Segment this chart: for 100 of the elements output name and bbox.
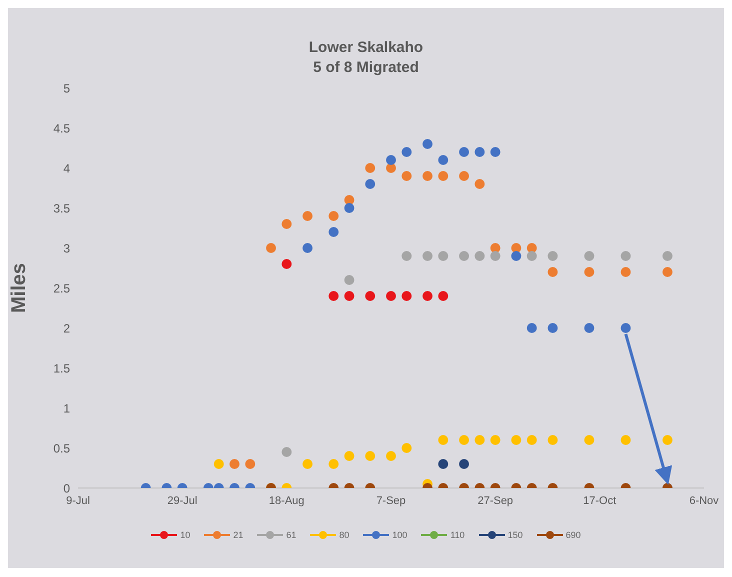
point	[662, 267, 672, 277]
point	[548, 323, 558, 333]
legend-label: 10	[180, 530, 190, 540]
point	[422, 291, 433, 301]
point	[459, 251, 470, 261]
point	[584, 267, 594, 277]
point	[438, 251, 448, 261]
point	[266, 243, 276, 253]
point	[245, 459, 256, 469]
legend-label: 100	[392, 530, 408, 540]
legend-label: 21	[233, 530, 244, 540]
point	[474, 147, 485, 157]
point	[438, 435, 448, 445]
y-tick-label: 5	[63, 81, 70, 96]
x-tick-label: 29-Jul	[167, 494, 198, 507]
y-axis-title: Miles	[8, 262, 30, 314]
point	[386, 451, 396, 461]
point	[474, 251, 485, 261]
y-tick-label: 2	[63, 321, 70, 336]
point	[459, 435, 470, 445]
point	[282, 219, 292, 229]
legend-label: 690	[566, 530, 581, 540]
point	[422, 251, 433, 261]
point	[402, 147, 412, 157]
point	[302, 243, 313, 253]
point	[386, 155, 396, 165]
point	[662, 435, 672, 445]
point	[662, 251, 672, 261]
point	[548, 435, 558, 445]
point	[328, 211, 339, 221]
point	[344, 275, 354, 285]
x-tick-label: 9-Jul	[66, 494, 90, 507]
point	[459, 459, 470, 469]
y-tick-label: 0	[63, 481, 70, 496]
point	[214, 459, 224, 469]
y-tick-label: 4	[63, 161, 70, 176]
point	[490, 435, 500, 445]
point	[490, 147, 500, 157]
point	[365, 451, 376, 461]
point	[584, 435, 594, 445]
chart-subtitle: 5 of 8 Migrated	[312, 58, 420, 78]
y-tick-label: 2.5	[53, 281, 70, 296]
point	[438, 291, 448, 301]
point	[402, 291, 412, 301]
point	[365, 163, 376, 173]
point	[620, 267, 631, 277]
x-tick-label: 27-Sep	[478, 494, 514, 507]
point	[230, 459, 240, 469]
point	[620, 435, 631, 445]
point	[438, 171, 448, 181]
point	[328, 459, 339, 469]
point	[459, 171, 470, 181]
y-tick-label: 0.5	[53, 441, 70, 456]
point	[438, 459, 448, 469]
point	[474, 435, 485, 445]
chart-title: Lower Skalkaho	[308, 38, 424, 58]
point	[402, 443, 412, 453]
point	[402, 171, 412, 181]
point	[386, 291, 396, 301]
x-tick-label: 7-Sep	[376, 494, 406, 507]
point	[422, 171, 433, 181]
point	[282, 447, 292, 457]
point	[548, 267, 558, 277]
point	[328, 291, 339, 301]
point	[344, 291, 354, 301]
point	[302, 459, 313, 469]
point	[584, 323, 594, 333]
point	[511, 435, 522, 445]
point	[344, 451, 354, 461]
point	[302, 211, 313, 221]
point	[438, 155, 448, 165]
x-tick-label: 17-Oct	[583, 494, 616, 507]
point	[282, 259, 292, 269]
point	[490, 251, 500, 261]
y-tick-label: 1.5	[53, 361, 70, 376]
point	[402, 251, 412, 261]
legend-label: 110	[450, 530, 465, 540]
point	[365, 291, 376, 301]
legend-label: 61	[286, 530, 296, 540]
x-tick-label: 18-Aug	[268, 494, 304, 507]
point	[548, 251, 558, 261]
y-tick-label: 3.5	[53, 201, 70, 216]
point	[328, 227, 339, 237]
point	[511, 251, 522, 261]
y-tick-label: 1	[63, 401, 70, 416]
point	[526, 251, 537, 261]
point	[422, 139, 433, 149]
y-tick-label: 3	[63, 241, 70, 256]
point	[344, 203, 354, 213]
point	[365, 179, 376, 189]
point	[459, 147, 470, 157]
point	[474, 179, 485, 189]
point	[620, 251, 631, 261]
legend-label: 150	[508, 530, 523, 540]
point	[620, 323, 631, 333]
point	[526, 435, 537, 445]
y-tick-label: 4.5	[53, 121, 70, 136]
point	[584, 251, 594, 261]
legend-label: 80	[339, 530, 350, 540]
point	[526, 323, 537, 333]
